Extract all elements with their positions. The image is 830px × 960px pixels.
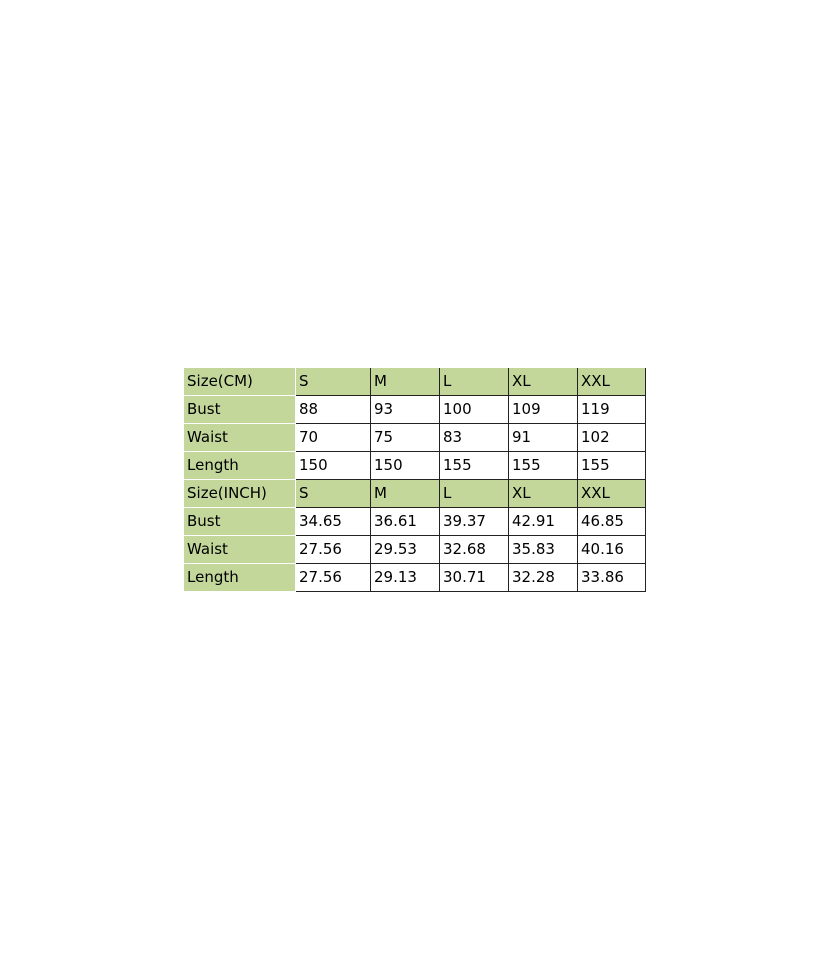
header-cell: XXL xyxy=(578,480,646,508)
table-cell: 46.85 xyxy=(578,508,646,536)
table-cell: 119 xyxy=(578,396,646,424)
table-cell: 39.37 xyxy=(440,508,509,536)
table-cell: 155 xyxy=(578,452,646,480)
header-cell: Size(CM) xyxy=(184,368,296,396)
header-cell: Size(INCH) xyxy=(184,480,296,508)
table-cell: 83 xyxy=(440,424,509,452)
table-cell: 35.83 xyxy=(509,536,578,564)
table-cell: 40.16 xyxy=(578,536,646,564)
row-label: Length xyxy=(184,452,296,480)
table-cell: 91 xyxy=(509,424,578,452)
table-cell: 88 xyxy=(296,396,371,424)
header-cell: M xyxy=(371,368,440,396)
table-cell: 102 xyxy=(578,424,646,452)
row-label: Bust xyxy=(184,508,296,536)
table-cell: 155 xyxy=(509,452,578,480)
header-cell: S xyxy=(296,480,371,508)
table-cell: 29.53 xyxy=(371,536,440,564)
table-cell: 155 xyxy=(440,452,509,480)
table-cell: 100 xyxy=(440,396,509,424)
header-cell: XXL xyxy=(578,368,646,396)
table-cell: 42.91 xyxy=(509,508,578,536)
table-cell: 150 xyxy=(296,452,371,480)
table-cell: 32.68 xyxy=(440,536,509,564)
table-cell: 29.13 xyxy=(371,564,440,592)
table-cell: 33.86 xyxy=(578,564,646,592)
header-cell: M xyxy=(371,480,440,508)
table-cell: 70 xyxy=(296,424,371,452)
table-cell: 34.65 xyxy=(296,508,371,536)
table-cell: 109 xyxy=(509,396,578,424)
row-label: Length xyxy=(184,564,296,592)
table-cell: 36.61 xyxy=(371,508,440,536)
header-cell: L xyxy=(440,480,509,508)
table-cell: 75 xyxy=(371,424,440,452)
header-cell: XL xyxy=(509,480,578,508)
table-cell: 27.56 xyxy=(296,536,371,564)
table-cell: 32.28 xyxy=(509,564,578,592)
table-cell: 93 xyxy=(371,396,440,424)
header-cell: S xyxy=(296,368,371,396)
row-label: Waist xyxy=(184,424,296,452)
header-cell: XL xyxy=(509,368,578,396)
table-cell: 150 xyxy=(371,452,440,480)
row-label: Waist xyxy=(184,536,296,564)
header-cell: L xyxy=(440,368,509,396)
table-cell: 27.56 xyxy=(296,564,371,592)
table-cell: 30.71 xyxy=(440,564,509,592)
row-label: Bust xyxy=(184,396,296,424)
